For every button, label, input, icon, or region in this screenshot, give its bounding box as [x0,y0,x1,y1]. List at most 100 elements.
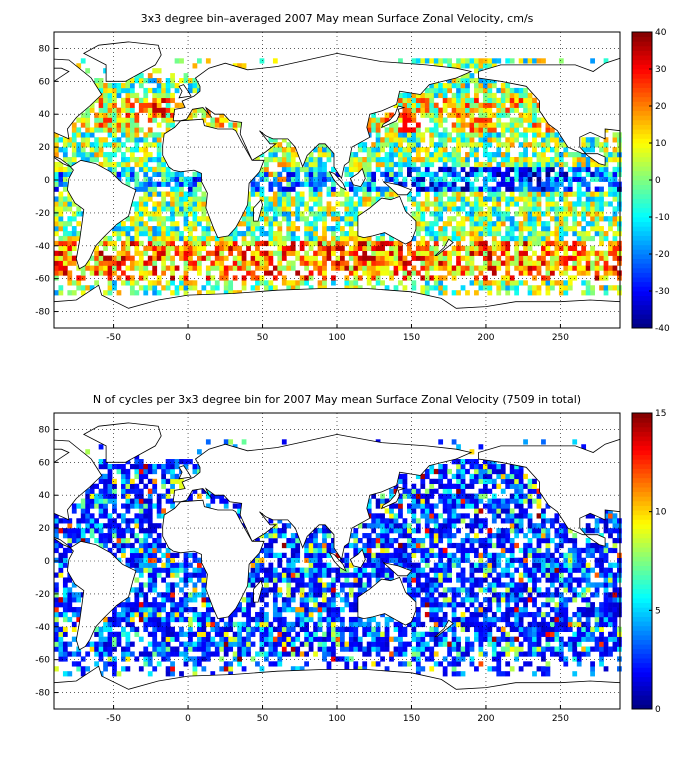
bin-cell [549,196,555,202]
bin-cell [523,597,528,603]
bin-cell [103,626,108,633]
bin-cell [143,102,149,108]
bin-cell [420,181,426,187]
bin-cell [545,270,551,276]
bin-cell [134,290,140,296]
bin-cell [192,572,198,578]
bin-cell [465,577,470,583]
bin-cell [590,191,595,197]
bin-cell [487,597,493,603]
bin-cell [304,161,309,168]
bin-cell [442,97,448,104]
bin-cell [576,641,582,647]
bin-cell [415,176,421,182]
bin-cell [138,82,144,89]
bin-cell [331,607,336,613]
bin-cell [348,616,354,623]
bin-cell [514,92,520,99]
bin-cell [460,577,466,583]
bin-cell [558,216,564,222]
bin-cell [165,78,171,84]
bin-cell [433,597,439,603]
bin-cell [54,230,59,237]
colorbar-segment [632,217,652,223]
bin-cell [460,73,466,79]
bin-cell [429,87,435,94]
bin-cell [304,201,309,207]
bin-cell [460,646,466,652]
bin-cell [54,270,59,276]
bin-cell [344,216,350,222]
bin-cell [241,280,247,286]
bin-cell [179,186,184,192]
bin-cell [603,191,609,197]
bin-cell [228,235,234,242]
bin-cell [371,616,377,623]
bin-cell [590,285,595,291]
bin-cell [567,582,573,588]
bin-cell [326,152,332,158]
bin-cell [514,597,520,603]
bin-cell [179,255,184,261]
bin-cell [451,602,457,608]
bin-cell [514,265,520,271]
bin-cell [545,245,551,252]
bin-cell [331,577,336,583]
bin-cell [272,152,278,158]
bin-cell [188,191,193,197]
bin-cell [313,636,318,642]
bin-cell [527,161,533,168]
bin-cell [339,626,345,633]
bin-cell [174,235,180,242]
bin-cell [129,112,135,118]
bin-cell [505,275,511,281]
bin-cell [500,626,506,633]
bin-cell [103,651,108,657]
bin-cell [474,107,479,113]
bin-cell [179,651,184,657]
bin-cell [295,211,301,217]
bin-cell [541,255,546,261]
bin-cell [129,607,135,613]
bin-cell [469,270,475,276]
bin-cell [259,597,265,603]
bin-cell [617,641,622,647]
bin-cell [98,152,104,158]
bin-cell [572,275,578,281]
bin-cell [192,82,198,89]
bin-cell [259,616,265,623]
bin-cell [456,152,461,158]
bin-cell [541,152,546,158]
bin-cell [514,260,520,266]
bin-cell [85,68,91,74]
bin-cell [474,611,479,618]
bin-cell [554,161,560,168]
bin-cell [496,97,502,104]
map-panel-cycles: -50 0 50 100 150 200 250806040200-20-40-60-801… [35,409,666,724]
bin-cell [308,562,314,568]
bin-cell [558,290,564,296]
bin-cell [268,631,274,637]
bin-cell [549,206,555,212]
bin-cell [188,572,193,578]
bin-cell [518,577,524,583]
bin-cell [523,161,528,168]
bin-cell [331,275,336,281]
bin-cell [518,102,524,108]
bin-cell [407,196,412,202]
bin-cell [572,250,578,256]
bin-cell [179,201,184,207]
bin-cell [617,290,622,296]
bin-cell [442,206,448,212]
bin-cell [161,260,167,266]
bin-cell [558,240,564,247]
bin-cell [429,597,435,603]
bin-cell [205,656,211,662]
bin-cell [554,176,560,182]
bin-cell [326,572,332,578]
x-tick-label: 200 [477,333,494,343]
bin-cell [590,211,595,217]
bin-cell [196,216,202,222]
bin-cell [366,117,372,123]
bin-cell [474,191,479,197]
